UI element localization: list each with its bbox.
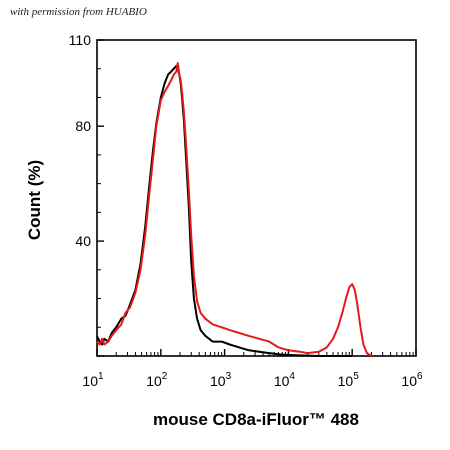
x-tick-label: 104 [274, 371, 296, 389]
image-credit: with permission from HUABIO [10, 6, 147, 18]
series-layer [96, 62, 372, 357]
x-tick-label: 103 [210, 371, 232, 389]
x-tick-label: 101 [82, 371, 104, 389]
histogram-series-1 [96, 64, 353, 357]
x-tick-label: 106 [401, 371, 423, 389]
y-axis-title: Count (%) [25, 160, 44, 240]
x-axis-ticks: 101 102 103 104 105 106 [82, 349, 423, 389]
y-axis-ticks: 40 80 110 [69, 32, 104, 357]
y-tick-label: 80 [75, 118, 91, 134]
plot-frame [96, 39, 417, 357]
x-axis-title: mouse CD8a-iFluor™ 488 [153, 410, 359, 429]
histogram-series-2 [96, 62, 372, 357]
y-tick-label: 110 [69, 32, 92, 48]
x-tick-label: 105 [338, 371, 360, 389]
x-tick-label: 102 [146, 371, 168, 389]
y-tick-label: 40 [75, 233, 91, 249]
